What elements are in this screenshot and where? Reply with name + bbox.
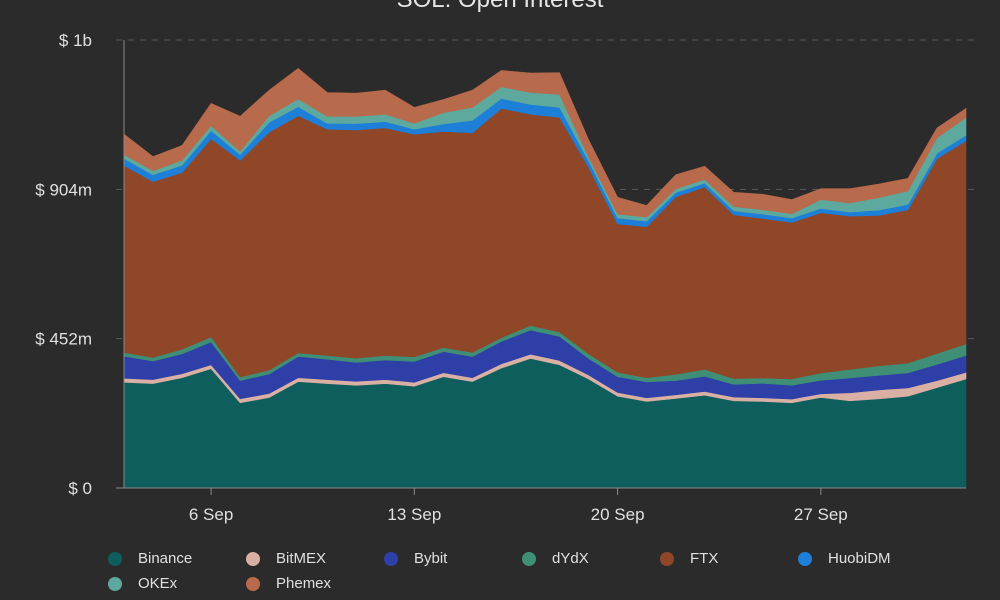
legend-item-bybit[interactable]: Bybit bbox=[384, 550, 522, 567]
y-tick-label: $ 1b bbox=[59, 31, 92, 50]
axes: $ 0 $ 452m $ 904m $ 1b 6 Sep 13 Sep 20 Sep 27 S… bbox=[35, 31, 966, 524]
chart-title: SOL: Open Interest bbox=[397, 0, 604, 13]
area-series bbox=[123, 68, 967, 489]
area-phemex bbox=[123, 68, 967, 218]
legend-marker bbox=[660, 551, 674, 566]
y-tick-label: $ 0 bbox=[68, 479, 92, 498]
legend-marker bbox=[246, 551, 260, 566]
legend-item-huobidm[interactable]: HuobiDM bbox=[798, 550, 936, 567]
x-tick-label: 6 Sep bbox=[189, 505, 233, 524]
x-tick-label: 13 Sep bbox=[387, 505, 441, 524]
chart-legend: Binance BitMEX Bybit dYdX FTX HuobiDM OKEx Phem… bbox=[108, 550, 968, 592]
legend-marker bbox=[522, 551, 536, 566]
legend-marker bbox=[108, 576, 122, 591]
legend-label: dYdX bbox=[552, 550, 589, 567]
legend-label: Phemex bbox=[276, 575, 332, 592]
legend-item-phemex[interactable]: Phemex bbox=[246, 575, 384, 592]
legend-label: FTX bbox=[690, 550, 719, 567]
legend-marker bbox=[384, 551, 398, 566]
legend-item-dydx[interactable]: dYdX bbox=[522, 550, 660, 567]
legend-label: BitMEX bbox=[276, 550, 327, 567]
legend-label: Bybit bbox=[414, 550, 448, 567]
legend-marker bbox=[798, 551, 812, 566]
legend-item-binance[interactable]: Binance bbox=[108, 550, 246, 567]
y-tick-label: $ 904m bbox=[35, 180, 92, 199]
legend-item-bitmex[interactable]: BitMEX bbox=[246, 550, 384, 567]
legend-marker bbox=[108, 551, 122, 566]
legend-marker bbox=[246, 576, 260, 591]
x-tick-label: 20 Sep bbox=[591, 505, 645, 524]
legend-label: OKEx bbox=[138, 575, 178, 592]
x-tick-label: 27 Sep bbox=[794, 505, 848, 524]
legend-label: Binance bbox=[138, 550, 193, 567]
legend-item-ftx[interactable]: FTX bbox=[660, 550, 798, 567]
legend-label: HuobiDM bbox=[828, 550, 891, 567]
y-tick-label: $ 452m bbox=[35, 330, 92, 349]
legend-item-okex[interactable]: OKEx bbox=[108, 575, 246, 592]
